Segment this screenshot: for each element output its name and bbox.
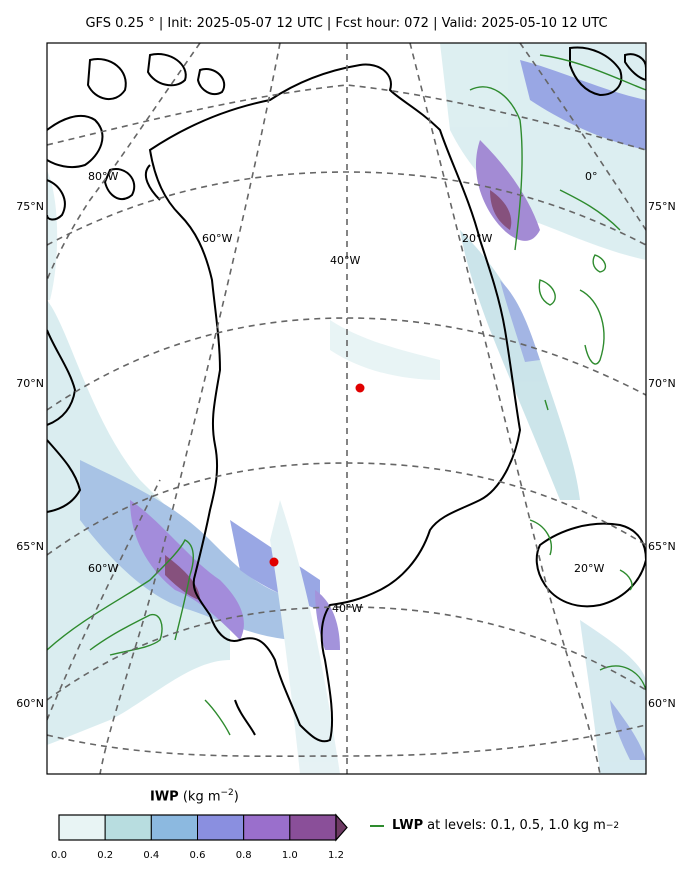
coastlines xyxy=(47,46,646,743)
colorbar: 0.0 0.2 0.4 0.6 0.8 1.0 1.2 xyxy=(51,813,348,861)
colorbar-cell xyxy=(197,814,245,841)
colorbar-title: IWP (kg m−2) xyxy=(150,788,239,805)
lwp-contours xyxy=(47,54,646,736)
figure-title: GFS 0.25 ° | Init: 2025-05-07 12 UTC | F… xyxy=(85,16,608,31)
lwp-legend: LWP at levels: 0.1, 0.5, 1.0 kg m −2 xyxy=(370,818,619,833)
lat-label-60-left: 60°N xyxy=(16,697,44,710)
colorbar-cell xyxy=(150,814,198,841)
colorbar-tick-label: 1.2 xyxy=(328,850,344,861)
colorbar-tick-label: 0.4 xyxy=(143,850,159,861)
marker-summit xyxy=(355,383,365,393)
lat-label-65-right: 65°N xyxy=(648,540,676,553)
lat-label-70-right: 70°N xyxy=(648,377,676,390)
lat-label-75-right: 75°N xyxy=(648,200,676,213)
colorbar-cell xyxy=(243,814,291,841)
lon-label-60w-top: 60°W xyxy=(202,232,232,245)
colorbar-tick-label: 0.0 xyxy=(51,850,67,861)
lat-label-65-left: 65°N xyxy=(16,540,44,553)
graticule xyxy=(47,43,646,774)
lon-label-80w: 80°W xyxy=(88,170,118,183)
colorbar-tick-label: 1.0 xyxy=(282,850,298,861)
iwp-field xyxy=(47,43,646,774)
colorbar-cell xyxy=(104,814,152,841)
colorbar-cell xyxy=(58,814,106,841)
lat-label-70-left: 70°N xyxy=(16,377,44,390)
colorbar-tick-label: 0.2 xyxy=(97,850,113,861)
map-frame xyxy=(46,42,647,775)
lat-label-75-left: 75°N xyxy=(16,200,44,213)
colorbar-tick-label: 0.8 xyxy=(236,850,252,861)
lwp-legend-swatch xyxy=(370,824,384,827)
map-plot-area xyxy=(47,43,646,774)
lon-label-40w-bottom: 40°W xyxy=(332,602,362,615)
colorbar-tick-label: 0.6 xyxy=(190,850,206,861)
lon-label-20w-bottom: 20°W xyxy=(574,562,604,575)
lon-label-20w-top: 20°W xyxy=(462,232,492,245)
lon-label-0: 0° xyxy=(585,170,598,183)
lon-label-40w-top: 40°W xyxy=(330,254,360,267)
lat-label-60-right: 60°N xyxy=(648,697,676,710)
colorbar-extend-arrow xyxy=(335,813,348,842)
colorbar-cell xyxy=(289,814,337,841)
marker-southwest xyxy=(269,557,279,567)
lon-label-60w-bottom: 60°W xyxy=(88,562,118,575)
